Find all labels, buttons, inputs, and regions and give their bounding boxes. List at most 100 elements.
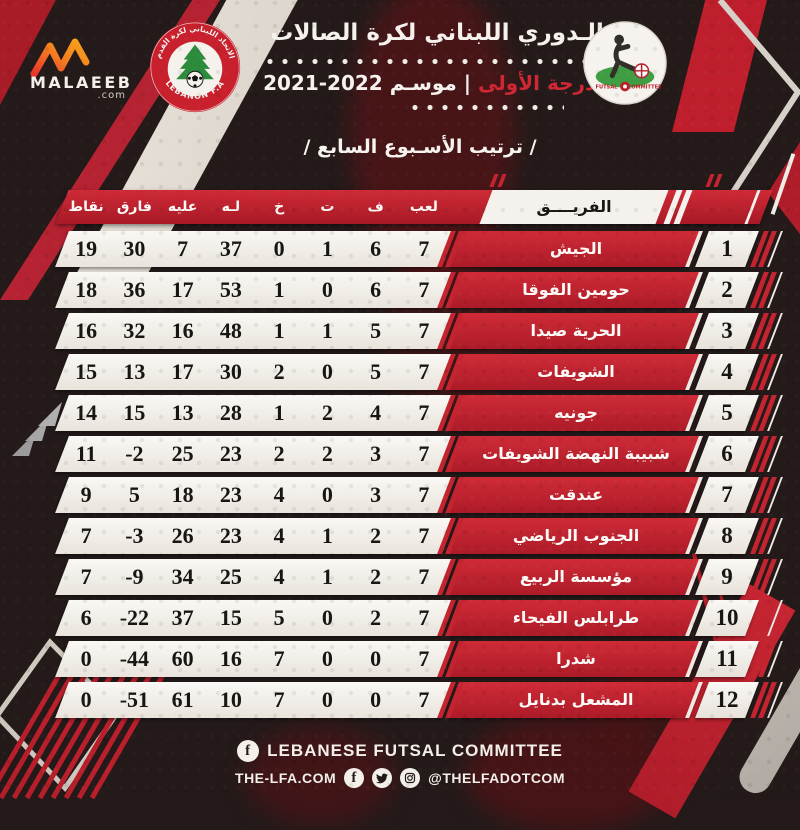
page-subtitle: الدرجة الأولى | موسـم 2022-2021 <box>263 71 611 95</box>
stat-wins: 3 <box>370 441 382 466</box>
row-stats-bar: 16 32 16 48 1 1 5 7 <box>62 313 448 349</box>
stat-wins: 0 <box>370 687 382 712</box>
stat-draws: 1 <box>321 564 333 589</box>
rank-box: 9 <box>702 559 752 595</box>
twitter-icon <box>372 768 393 788</box>
futsal-word: FUTSAL <box>595 84 618 90</box>
row-team-bar: شدرا <box>456 641 696 677</box>
stat-for: 10 <box>219 687 242 712</box>
season-label: موسـم 2022-2021 <box>263 71 457 95</box>
rank-box: 4 <box>702 354 752 390</box>
table-row: 16 32 16 48 1 1 5 7 الحرية صيدا 3 <box>0 313 800 349</box>
rank-box: 11 <box>702 641 752 677</box>
stat-column-headers: نقاط فارق عليه لـه خ ت ف لعب <box>62 190 448 224</box>
stat-points: 9 <box>80 482 92 507</box>
stat-diff: 15 <box>123 400 146 425</box>
top-right-chevron <box>717 0 800 202</box>
instagram-icon <box>400 768 421 788</box>
stat-losses: 4 <box>273 523 285 548</box>
rank-box: 7 <box>702 477 752 513</box>
stat-for: 37 <box>219 236 242 261</box>
row-team-bar: المشعل بدنايل <box>456 682 696 718</box>
team-name: حومين الفوقا <box>522 280 630 299</box>
stat-played: 7 <box>418 564 430 589</box>
stat-losses: 4 <box>273 564 285 589</box>
row-stats-bar: 0 -51 61 10 7 0 0 7 <box>62 682 448 718</box>
stat-points: 11 <box>75 441 97 466</box>
table-row: 15 13 17 30 2 0 5 7 الشويفات 4 <box>0 354 800 390</box>
team-name: شبيبة النهضة الشويفات <box>482 444 670 463</box>
stat-against: 13 <box>171 400 194 425</box>
stat-draws: 0 <box>321 605 333 630</box>
stat-against: 34 <box>171 564 194 589</box>
row-team-bar: الحرية صيدا <box>456 313 696 349</box>
stat-against: 18 <box>171 482 194 507</box>
lebanon-fa-logo: الاتحاد اللبناني لكرة القدم LEBANON F.A <box>149 21 241 113</box>
stat-diff: -3 <box>125 523 144 548</box>
bottom-left-red-hatch <box>0 654 177 800</box>
stat-wins: 2 <box>370 523 382 548</box>
row-stats-bar: 19 30 7 37 0 1 6 7 <box>62 231 448 267</box>
row-stats-bar: 7 -3 26 23 4 1 2 7 <box>62 518 448 554</box>
stat-wins: 6 <box>370 277 382 302</box>
row-stats-bar: 6 -22 37 15 5 0 2 7 <box>62 600 448 636</box>
facebook-icon: f <box>237 740 260 762</box>
slash-icon <box>744 190 761 224</box>
team-name: جونيه <box>554 403 598 422</box>
row-team-bar: شبيبة النهضة الشويفات <box>456 436 696 472</box>
stat-wins: 2 <box>370 605 382 630</box>
stat-for: 30 <box>219 359 242 384</box>
row-team-bar: حومين الفوقا <box>456 272 696 308</box>
col-header-for: لـه <box>221 199 241 215</box>
stat-points: 7 <box>80 523 92 548</box>
stat-diff: -9 <box>125 564 144 589</box>
stat-draws: 0 <box>321 687 333 712</box>
rank-box: 6 <box>702 436 752 472</box>
facebook-icon: f <box>344 768 365 788</box>
col-header-wins: ف <box>367 199 384 215</box>
row-team-bar: الجيش <box>456 231 696 267</box>
stat-draws: 0 <box>321 482 333 507</box>
rank-number: 9 <box>721 564 733 589</box>
stat-for: 23 <box>219 523 242 548</box>
stat-losses: 1 <box>273 318 285 343</box>
team-name: طرابلس الفيحاء <box>512 608 640 627</box>
table-row: 11 -2 25 23 2 2 3 7 شبيبة النهضة الشويفا… <box>0 436 800 472</box>
stat-losses: 2 <box>273 441 285 466</box>
rank-number: 10 <box>715 605 739 630</box>
stat-against: 37 <box>171 605 194 630</box>
rank-number: 3 <box>721 318 733 343</box>
stat-losses: 1 <box>273 277 285 302</box>
col-header-points: نقاط <box>68 199 104 215</box>
stat-for: 16 <box>219 646 242 671</box>
rank-number: 5 <box>721 400 733 425</box>
stat-losses: 7 <box>273 687 285 712</box>
stat-wins: 0 <box>370 646 382 671</box>
team-column-header-box: الفريــــق <box>486 190 662 224</box>
stat-wins: 5 <box>370 318 382 343</box>
rank-number: 2 <box>721 277 733 302</box>
stat-points: 6 <box>80 605 92 630</box>
col-header-diff: فارق <box>116 199 152 215</box>
stat-points: 14 <box>75 400 98 425</box>
row-stats-bar: 15 13 17 30 2 0 5 7 <box>62 354 448 390</box>
stat-played: 7 <box>418 482 430 507</box>
stat-draws: 0 <box>321 359 333 384</box>
stat-against: 25 <box>171 441 194 466</box>
stat-diff: 36 <box>123 277 146 302</box>
stat-diff: -44 <box>119 646 150 671</box>
stat-played: 7 <box>418 646 430 671</box>
stat-played: 7 <box>418 359 430 384</box>
stat-wins: 4 <box>370 400 382 425</box>
stat-points: 19 <box>75 236 98 261</box>
stat-draws: 0 <box>321 646 333 671</box>
rank-number: 8 <box>721 523 733 548</box>
stat-losses: 5 <box>273 605 285 630</box>
stat-for: 15 <box>219 605 242 630</box>
col-header-losses: خ <box>274 199 285 215</box>
table-row: 9 5 18 23 4 0 3 7 عندقت 7 <box>0 477 800 513</box>
stat-diff: -22 <box>119 605 150 630</box>
col-header-draws: ت <box>320 199 335 215</box>
malaeeb-logo: MALAEEB .com <box>30 38 140 101</box>
stat-played: 7 <box>418 523 430 548</box>
